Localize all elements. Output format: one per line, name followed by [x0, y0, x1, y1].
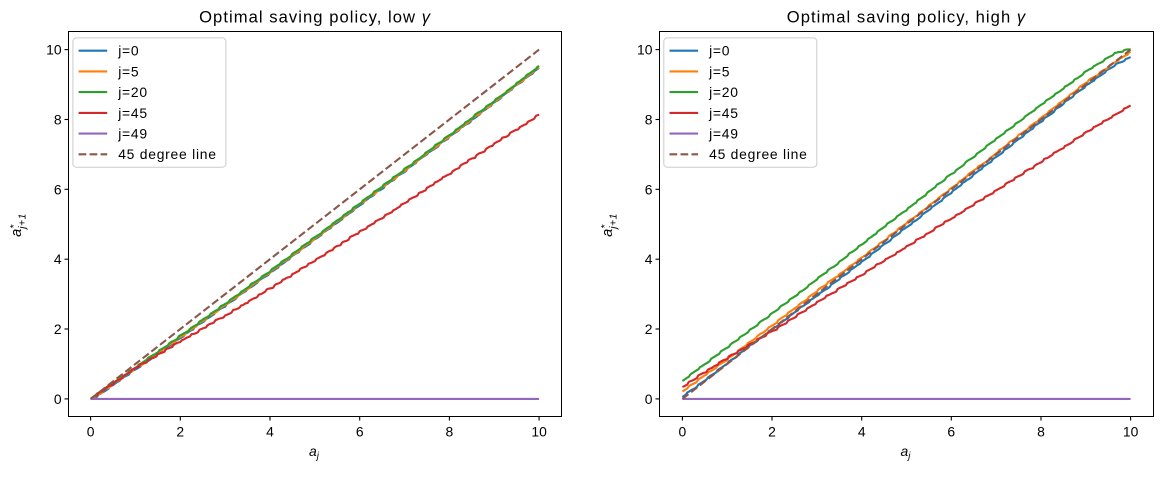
svg-text:j=45: j=45	[708, 105, 739, 121]
svg-text:4: 4	[645, 251, 653, 267]
svg-text:6: 6	[54, 181, 62, 197]
svg-text:j=49: j=49	[117, 126, 148, 142]
svg-text:2: 2	[645, 321, 653, 337]
svg-text:0: 0	[679, 424, 687, 440]
svg-text:Optimal saving policy, high γ: Optimal saving policy, high γ	[787, 8, 1027, 27]
svg-text:10: 10	[531, 424, 547, 440]
svg-text:j=0: j=0	[708, 43, 730, 59]
svg-text:j=20: j=20	[708, 84, 739, 100]
svg-text:8: 8	[446, 424, 454, 440]
svg-text:4: 4	[858, 424, 866, 440]
svg-text:0: 0	[54, 391, 62, 407]
svg-text:45 degree line: 45 degree line	[709, 146, 808, 162]
svg-text:6: 6	[356, 424, 364, 440]
svg-text:45 degree line: 45 degree line	[118, 146, 217, 162]
svg-text:10: 10	[1123, 424, 1139, 440]
svg-text:j=5: j=5	[117, 63, 139, 79]
svg-text:j=20: j=20	[117, 84, 148, 100]
svg-text:j=49: j=49	[708, 126, 739, 142]
svg-text:6: 6	[645, 181, 653, 197]
svg-text:a*j+1: a*j+1	[600, 213, 619, 237]
svg-text:8: 8	[54, 112, 62, 128]
svg-text:0: 0	[87, 424, 95, 440]
svg-text:10: 10	[637, 42, 653, 58]
svg-text:j=45: j=45	[117, 105, 148, 121]
svg-text:Optimal saving policy, low γ: Optimal saving policy, low γ	[199, 8, 432, 27]
svg-text:2: 2	[176, 424, 184, 440]
svg-text:10: 10	[46, 42, 62, 58]
svg-text:4: 4	[54, 251, 62, 267]
svg-text:8: 8	[1037, 424, 1045, 440]
svg-text:2: 2	[54, 321, 62, 337]
svg-text:6: 6	[947, 424, 955, 440]
svg-text:8: 8	[645, 112, 653, 128]
svg-text:aj: aj	[901, 443, 912, 462]
svg-text:aj: aj	[309, 443, 320, 462]
svg-text:4: 4	[266, 424, 274, 440]
svg-text:0: 0	[645, 391, 653, 407]
svg-text:j=0: j=0	[117, 43, 139, 59]
svg-text:j=5: j=5	[708, 63, 730, 79]
svg-text:a*j+1: a*j+1	[9, 213, 28, 237]
svg-text:2: 2	[768, 424, 776, 440]
